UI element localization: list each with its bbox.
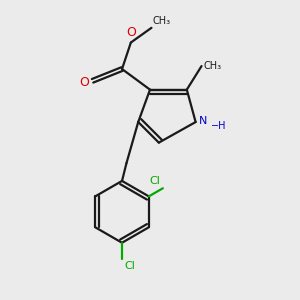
Text: Cl: Cl <box>150 176 160 186</box>
Text: N: N <box>199 116 208 126</box>
Text: O: O <box>126 26 136 39</box>
Text: Cl: Cl <box>124 261 135 271</box>
Text: O: O <box>79 76 89 89</box>
Text: −H: −H <box>211 121 226 130</box>
Text: CH₃: CH₃ <box>204 61 222 71</box>
Text: CH₃: CH₃ <box>153 16 171 26</box>
